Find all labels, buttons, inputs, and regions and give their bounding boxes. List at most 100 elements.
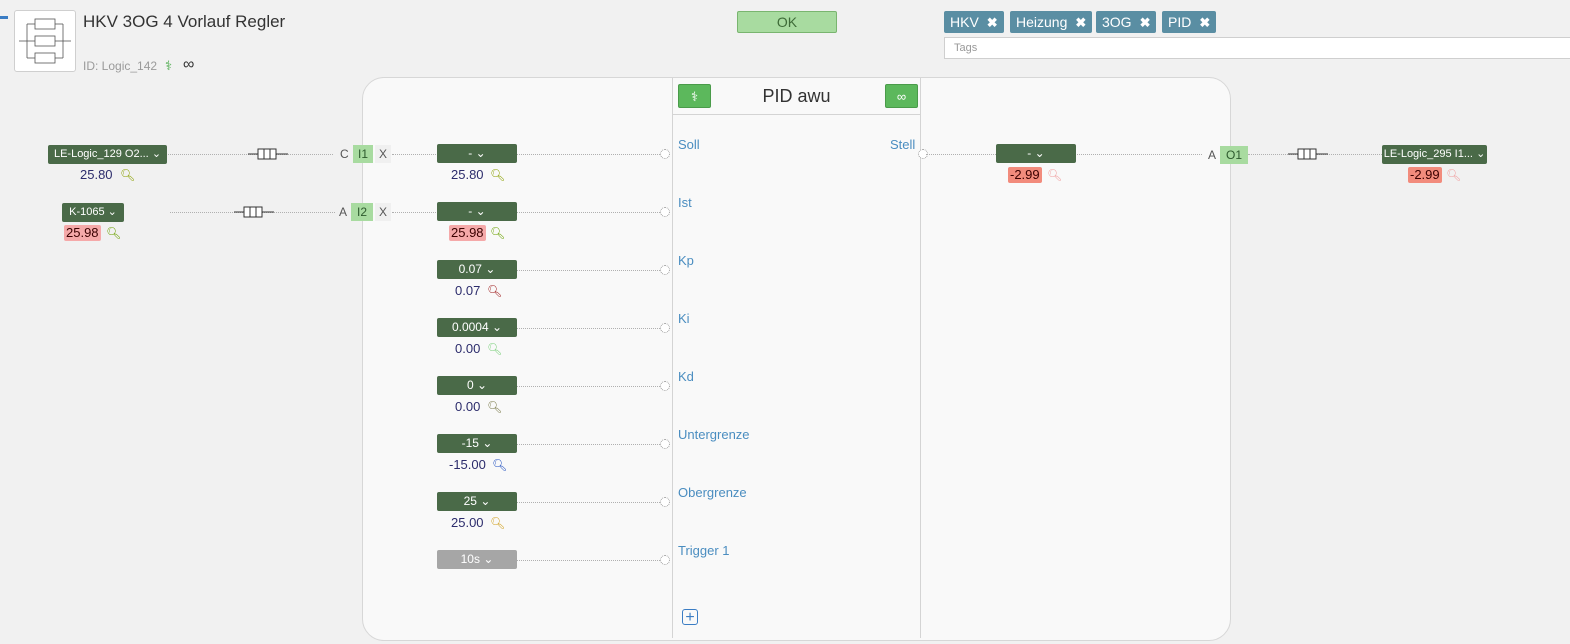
port-connector[interactable] (660, 323, 670, 333)
remove-tag-icon[interactable]: ✖ (1075, 15, 1087, 30)
param-selector-label: 10s (460, 552, 480, 566)
param-selector-untergrenze[interactable]: -15 ⌄ (437, 434, 517, 453)
link-line (517, 328, 660, 329)
port-connector[interactable] (660, 439, 670, 449)
stethoscope-icon[interactable]: ⚕ (165, 58, 173, 73)
port-connector[interactable] (660, 265, 670, 275)
remove-tag-icon[interactable]: ✖ (1199, 15, 1211, 30)
param-selector-kp[interactable]: 0.07 ⌄ (437, 260, 517, 279)
link-line (392, 154, 660, 155)
source-selector-1[interactable]: LE-Logic_129 O2... ⌄ (48, 145, 167, 164)
link-connector-icon[interactable] (234, 205, 274, 219)
zoom-icon[interactable]: 🔍︎ (1446, 168, 1462, 182)
port-connector[interactable] (660, 381, 670, 391)
port-connector[interactable] (660, 497, 670, 507)
link-line (392, 212, 660, 213)
source-label: K-1065 (69, 206, 105, 218)
add-input-icon[interactable]: + (682, 609, 698, 626)
tag-pid[interactable]: PID ✖ (1162, 11, 1217, 33)
param-selector-ki[interactable]: 0.0004 ⌄ (437, 318, 517, 337)
remove-tag-icon[interactable]: ✖ (1139, 15, 1151, 30)
tag-label: Heizung (1016, 14, 1068, 30)
chevron-down-icon: ⌄ (491, 320, 503, 334)
target-label: LE-Logic_295 I1... (1383, 148, 1473, 160)
source-value-1: 25.80 (80, 167, 113, 182)
zoom-icon[interactable]: 🔍︎ (492, 458, 508, 472)
disconnect-button[interactable]: X (375, 203, 391, 221)
param-selector-label: 0.0004 (451, 320, 489, 334)
param-selector-obergrenze[interactable]: 25 ⌄ (437, 492, 517, 511)
param-selector-label: - (468, 146, 473, 160)
chevron-down-icon: ⌄ (482, 436, 493, 450)
block-title-divider (673, 114, 920, 115)
source-label: LE-Logic_129 O2... (53, 148, 149, 160)
output-type-letter: A (1208, 148, 1217, 162)
tag-label: 3OG (1102, 14, 1132, 30)
tags-input[interactable]: Tags (944, 37, 1570, 59)
input-port-soll: Soll (678, 137, 700, 152)
port-connector[interactable] (660, 207, 670, 217)
param-selector-label: 25 (463, 494, 477, 508)
disconnect-button[interactable]: X (375, 145, 391, 163)
input-type-letter: C (340, 147, 349, 161)
param-value-soll: 25.80 (451, 167, 484, 182)
output-selector-label: - (1027, 146, 1032, 160)
target-selector[interactable]: LE-Logic_295 I1... ⌄ (1382, 145, 1487, 164)
zoom-icon[interactable]: 🔍︎ (490, 516, 506, 530)
block-right-border (920, 78, 921, 638)
tag-label: PID (1168, 14, 1192, 30)
target-value: -2.99 (1408, 167, 1442, 183)
block-left-border (672, 78, 673, 638)
infinity-button[interactable]: ∞ (885, 84, 918, 108)
output-selector[interactable]: - ⌄ (996, 144, 1076, 163)
logic-block-logo (14, 10, 76, 72)
zoom-icon[interactable]: 🔍︎ (106, 226, 122, 240)
input-port-kp: Kp (678, 253, 694, 268)
port-connector[interactable] (660, 555, 670, 565)
param-selector-kd[interactable]: 0 ⌄ (437, 376, 517, 395)
zoom-icon[interactable]: 🔍︎ (487, 284, 503, 298)
param-value-obergrenze: 25.00 (451, 515, 484, 530)
input-id-box: I2 (351, 203, 373, 221)
input-port-ist: Ist (678, 195, 692, 210)
param-value-untergrenze: -15.00 (449, 457, 486, 472)
chevron-down-icon: ⌄ (475, 204, 486, 218)
logic-canvas (362, 77, 1231, 641)
stethoscope-button[interactable]: ⚕ (678, 84, 711, 108)
param-value-kd: 0.00 (455, 399, 481, 414)
link-connector-icon[interactable] (248, 147, 288, 161)
remove-tag-icon[interactable]: ✖ (986, 15, 998, 30)
chevron-down-icon: ⌄ (1034, 146, 1045, 160)
zoom-icon[interactable]: 🔍︎ (487, 342, 503, 356)
zoom-icon[interactable]: 🔍︎ (490, 226, 506, 240)
input-port-kd: Kd (678, 369, 694, 384)
link-line (517, 386, 660, 387)
param-selector-label: 0 (466, 378, 474, 392)
chevron-down-icon: ⌄ (107, 206, 117, 218)
infinity-icon[interactable]: ∞ (183, 56, 195, 73)
chevron-down-icon: ⌄ (485, 262, 496, 276)
ok-button[interactable]: OK (737, 11, 837, 33)
param-selector-ist[interactable]: - ⌄ (437, 202, 517, 221)
zoom-icon[interactable]: 🔍︎ (490, 168, 506, 182)
chevron-down-icon: ⌄ (1476, 148, 1486, 160)
source-value-2: 25.98 (64, 225, 101, 241)
param-selector-label: - (468, 204, 473, 218)
param-selector-trigger[interactable]: 10s ⌄ (437, 550, 517, 569)
chevron-down-icon: ⌄ (483, 552, 494, 566)
source-selector-2[interactable]: K-1065 ⌄ (62, 203, 124, 222)
link-connector-icon[interactable] (1288, 147, 1328, 161)
output-id-box: O1 (1220, 146, 1248, 164)
param-value-kp: 0.07 (455, 283, 481, 298)
tag-label: HKV (950, 14, 979, 30)
param-selector-soll[interactable]: - ⌄ (437, 144, 517, 163)
zoom-icon[interactable]: 🔍︎ (120, 168, 136, 182)
tag-3og[interactable]: 3OG ✖ (1096, 11, 1157, 33)
zoom-icon[interactable]: 🔍︎ (1047, 168, 1063, 182)
tag-hkv[interactable]: HKV ✖ (944, 11, 1004, 33)
chevron-down-icon: ⌄ (475, 146, 486, 160)
tag-heizung[interactable]: Heizung ✖ (1010, 11, 1093, 33)
param-selector-label: -15 (461, 436, 479, 450)
zoom-icon[interactable]: 🔍︎ (487, 400, 503, 414)
port-connector[interactable] (660, 149, 670, 159)
